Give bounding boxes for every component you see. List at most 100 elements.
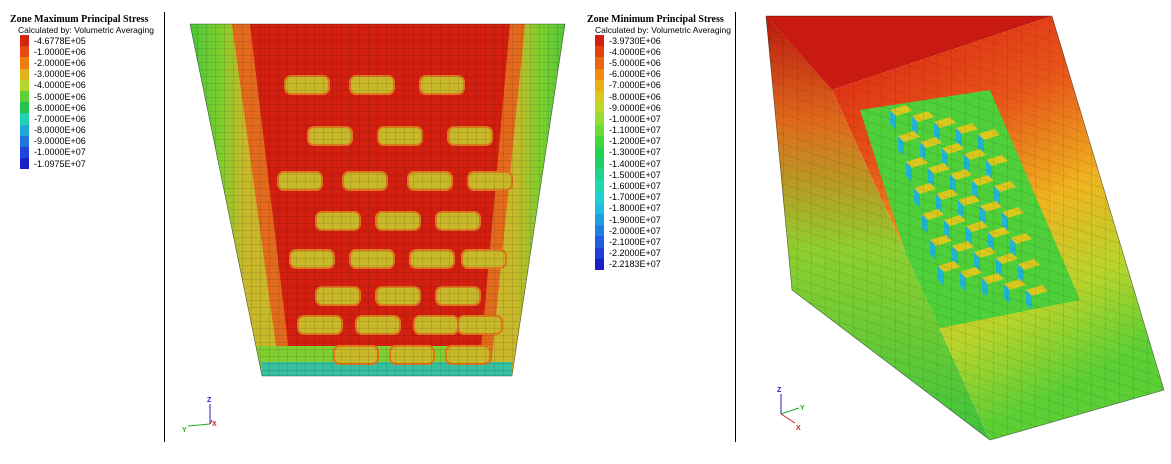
legend-entry: -2.0000E+06 (20, 57, 154, 69)
legend-label: -1.3000E+07 (609, 147, 661, 158)
legend-label: -3.9730E+06 (609, 35, 661, 46)
legend-swatch (595, 113, 604, 125)
legend-entry: -3.9730E+06 (595, 35, 731, 47)
legend-min-principal: Zone Minimum Principal Stress Calculated… (587, 14, 731, 270)
legend-entry: -1.7000E+07 (595, 191, 731, 203)
legend-entry: -7.0000E+06 (595, 79, 731, 91)
legend-label: -3.0000E+06 (34, 69, 86, 80)
legend-label: -2.0000E+06 (34, 57, 86, 68)
legend-swatch (20, 57, 29, 69)
legend-label: -2.2000E+07 (609, 248, 661, 259)
legend-label: -1.2000E+07 (609, 136, 661, 147)
legend-entry: -9.0000E+06 (595, 102, 731, 114)
legend-swatch (595, 169, 604, 181)
legend-swatch (20, 135, 29, 147)
legend-entry: -1.8000E+07 (595, 202, 731, 214)
legend-swatch (595, 102, 604, 114)
legend-label: -9.0000E+06 (34, 136, 86, 147)
legend-swatch (595, 135, 604, 147)
legend-swatch (595, 180, 604, 192)
legend-swatch (595, 202, 604, 214)
legend-swatch (20, 46, 29, 58)
legend-swatch (20, 102, 29, 114)
legend-max-principal: Zone Maximum Principal Stress Calculated… (10, 14, 154, 170)
legend-entry: -1.0975E+07 (20, 158, 154, 170)
panel-divider-left (164, 12, 165, 442)
legend-swatch (595, 247, 604, 259)
legend-label: -1.6000E+07 (609, 181, 661, 192)
legend-entry: -6.0000E+06 (595, 68, 731, 80)
legend-entry: -8.0000E+06 (595, 90, 731, 103)
legend-max-rows: -4.6778E+05 -1.0000E+06 -2.0000E+06 -3.0000… (20, 35, 154, 170)
legend-label: -9.0000E+06 (609, 102, 661, 113)
legend-label: -1.9000E+07 (609, 214, 661, 225)
legend-swatch (595, 191, 604, 203)
legend-entry: -4.0000E+06 (595, 46, 731, 58)
block-front-face (832, 16, 1164, 440)
legend-entry: -3.0000E+06 (20, 68, 154, 80)
legend-label: -7.0000E+06 (34, 113, 86, 124)
legend-entry: -1.0000E+07 (20, 146, 154, 159)
axis-x-label: X (212, 421, 217, 428)
legend-swatch (595, 79, 604, 91)
panel-divider-right (735, 12, 736, 442)
legend-swatch (20, 158, 29, 170)
legend-label: -1.8000E+07 (609, 203, 661, 214)
legend-label: -1.1000E+07 (609, 125, 661, 136)
legend-entry: -4.0000E+06 (20, 79, 154, 91)
legend-swatch (595, 236, 604, 248)
legend-max-title: Zone Maximum Principal Stress (10, 14, 149, 25)
legend-swatch (20, 35, 29, 47)
legend-entry: -2.1000E+07 (595, 236, 731, 248)
legend-entry: -5.0000E+06 (20, 90, 154, 103)
legend-swatch (595, 35, 604, 47)
legend-entry: -1.0000E+06 (20, 46, 154, 58)
axis-z-label: Z (207, 397, 212, 404)
legend-label: -8.0000E+06 (609, 91, 661, 102)
legend-label: -6.0000E+06 (609, 69, 661, 80)
legend-label: -8.0000E+06 (34, 125, 86, 136)
legend-swatch (595, 68, 604, 80)
section-contour (190, 24, 565, 376)
axis-z-label: Z (777, 387, 782, 394)
legend-entry: -1.6000E+07 (595, 180, 731, 192)
legend-swatch (595, 90, 604, 103)
legend-label: -7.0000E+06 (609, 80, 661, 91)
legend-swatch (595, 146, 604, 159)
axis-triad-right: Z Y X (777, 387, 805, 432)
legend-entry: -2.2183E+07 (595, 258, 731, 270)
legend-swatch (595, 57, 604, 69)
legend-label: -1.0000E+06 (34, 46, 86, 57)
legend-label: -2.2183E+07 (609, 259, 661, 270)
legend-label: -1.4000E+07 (609, 158, 661, 169)
legend-swatch (595, 46, 604, 58)
legend-swatch (20, 124, 29, 136)
axis-triad-left: Z Y X (182, 397, 217, 434)
legend-entry: -6.0000E+06 (20, 102, 154, 114)
legend-label: -1.0000E+07 (609, 113, 661, 124)
legend-entry: -9.0000E+06 (20, 135, 154, 147)
axis-y-label: Y (800, 405, 805, 412)
legend-min-title: Zone Minimum Principal Stress (587, 14, 724, 25)
legend-label: -5.0000E+06 (34, 91, 86, 102)
legend-entry: -4.6778E+05 (20, 35, 154, 47)
legend-swatch (20, 113, 29, 125)
legend-label: -4.0000E+06 (34, 80, 86, 91)
legend-entry: -2.0000E+07 (595, 225, 731, 237)
legend-swatch (595, 158, 604, 170)
legend-label: -2.1000E+07 (609, 236, 661, 247)
legend-swatch (20, 146, 29, 159)
legend-entry: -1.1000E+07 (595, 124, 731, 136)
legend-label: -1.7000E+07 (609, 192, 661, 203)
legend-entry: -1.2000E+07 (595, 135, 731, 147)
legend-entry: -1.4000E+07 (595, 158, 731, 170)
legend-swatch (20, 90, 29, 103)
legend-entry: -1.3000E+07 (595, 146, 731, 159)
legend-swatch (595, 225, 604, 237)
legend-entry: -1.0000E+07 (595, 113, 731, 125)
legend-label: -2.0000E+07 (609, 225, 661, 236)
legend-swatch (595, 258, 604, 270)
legend-label: -1.0000E+07 (34, 147, 86, 158)
